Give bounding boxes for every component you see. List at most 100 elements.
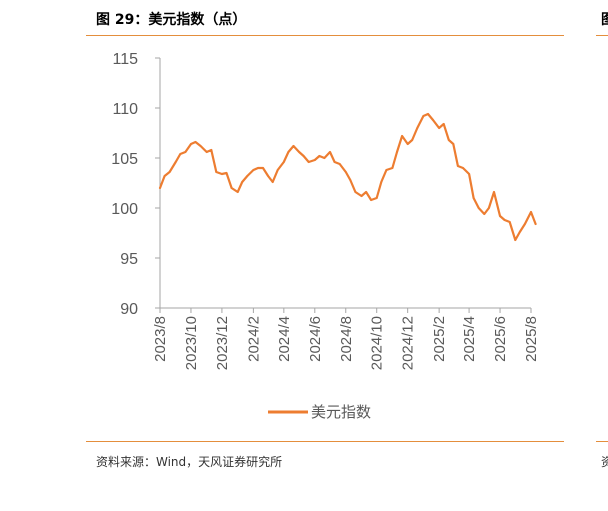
- series-line-dollar-index: [158, 112, 537, 242]
- y-tick-label: 110: [112, 101, 138, 118]
- adjacent-source-fragment: 资: [601, 455, 608, 469]
- data-point: [493, 191, 495, 193]
- x-tick-label: 2023/12: [214, 316, 231, 370]
- x-tick-label: 2025/2: [431, 316, 448, 362]
- data-point: [241, 181, 244, 183]
- data-point: [236, 191, 239, 193]
- x-tick-label: 2025/8: [523, 316, 540, 362]
- data-point: [199, 145, 202, 147]
- data-point: [472, 197, 475, 199]
- data-point: [401, 135, 403, 137]
- data-point: [488, 207, 490, 209]
- data-point: [168, 171, 171, 173]
- data-point: [323, 157, 326, 159]
- data-point: [427, 113, 429, 115]
- y-tick-label: 95: [120, 251, 138, 268]
- data-point: [524, 223, 526, 225]
- data-point: [276, 169, 279, 171]
- data-point: [411, 139, 414, 141]
- data-point: [282, 161, 285, 163]
- data-point: [184, 151, 187, 153]
- data-point: [365, 191, 367, 193]
- data-point: [257, 167, 259, 169]
- y-axis: 90 95 100 105 110 115: [111, 51, 161, 318]
- data-point: [503, 219, 506, 221]
- data-point: [406, 143, 409, 145]
- x-tick-label: 2024/8: [338, 316, 355, 362]
- x-tick-label: 2024/10: [369, 316, 386, 370]
- data-point: [174, 161, 177, 163]
- data-point: [442, 123, 445, 125]
- data-point: [391, 167, 394, 169]
- x-tick-label: 2025/4: [461, 316, 478, 362]
- data-point: [267, 175, 269, 177]
- data-point: [499, 215, 501, 217]
- data-point: [447, 139, 450, 141]
- data-point: [360, 195, 363, 197]
- data-point: [385, 169, 388, 171]
- data-point: [396, 151, 398, 153]
- data-point: [215, 171, 218, 173]
- data-point: [163, 175, 166, 177]
- data-point: [530, 211, 532, 213]
- y-tick-label: 115: [112, 51, 138, 68]
- data-point: [262, 167, 264, 169]
- data-point: [221, 173, 223, 175]
- data-point: [344, 171, 347, 173]
- data-point: [338, 163, 341, 165]
- data-point: [246, 175, 249, 177]
- data-point: [370, 199, 372, 201]
- data-point: [230, 187, 233, 189]
- y-tick-label: 105: [111, 151, 138, 168]
- figure-title: 图 29：美元指数（点）: [96, 12, 247, 28]
- x-tick-label: 2024/6: [307, 316, 324, 362]
- x-tick-label: 2024/4: [276, 316, 293, 362]
- data-point: [302, 155, 305, 157]
- data-point: [298, 151, 300, 153]
- x-tick-label: 2025/6: [492, 316, 509, 362]
- data-point: [438, 127, 440, 129]
- data-point: [514, 239, 517, 241]
- x-tick-label: 2024/2: [245, 316, 262, 362]
- data-point: [307, 161, 310, 163]
- series-layer: [158, 112, 537, 242]
- x-tick-label: 2023/8: [152, 316, 169, 362]
- data-point: [375, 197, 378, 199]
- data-point: [457, 165, 459, 167]
- data-point: [159, 187, 161, 189]
- source-note: 资料来源：Wind，天风证券研究所: [96, 455, 283, 469]
- y-tick-label: 90: [120, 301, 138, 318]
- data-point: [380, 181, 383, 183]
- data-point: [292, 145, 295, 147]
- data-point: [468, 173, 470, 175]
- x-axis: 2023/8 2023/10 2023/12 2024/2 2024/4 2024/6 20…: [152, 307, 540, 370]
- data-point: [483, 213, 486, 215]
- data-point: [205, 151, 208, 153]
- data-point: [179, 153, 182, 155]
- y-tick-label: 100: [111, 201, 138, 218]
- data-point: [534, 223, 537, 225]
- data-point: [194, 141, 197, 143]
- legend: 美元指数: [268, 403, 371, 421]
- adjacent-figure-title-fragment: 图: [601, 9, 608, 29]
- data-point: [349, 179, 352, 181]
- data-point: [452, 143, 455, 145]
- data-point: [416, 127, 419, 129]
- data-point: [518, 231, 521, 233]
- data-point: [477, 207, 480, 209]
- legend-label: 美元指数: [311, 403, 371, 421]
- adjacent-source-rule: [596, 441, 608, 442]
- data-point: [190, 143, 192, 145]
- data-point: [462, 167, 464, 169]
- data-point: [225, 172, 228, 174]
- x-tick-label: 2023/10: [183, 316, 200, 370]
- data-point: [318, 155, 321, 157]
- data-point: [354, 191, 357, 193]
- data-point: [252, 169, 255, 171]
- data-point: [271, 181, 274, 183]
- adjacent-title-rule: [596, 35, 608, 36]
- data-point: [313, 159, 316, 161]
- data-point: [508, 221, 511, 223]
- data-point: [287, 151, 290, 153]
